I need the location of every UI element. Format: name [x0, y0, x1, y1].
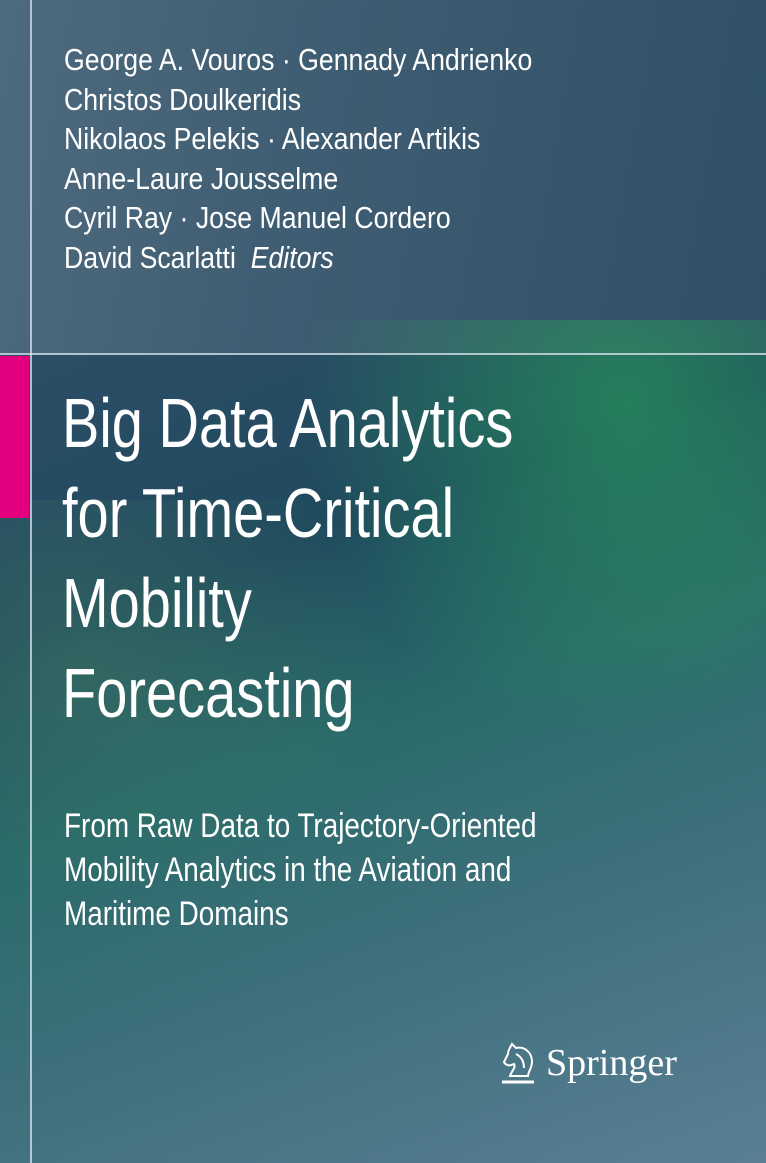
background-glow: [0, 500, 400, 900]
editor-line: Cyril Ray · Jose Manuel Cordero: [64, 200, 451, 235]
subtitle-line: Mobility Analytics in the Aviation and: [64, 851, 512, 889]
background-glow: [300, 320, 766, 740]
vertical-divider: [30, 0, 32, 1163]
editor-line: Christos Doulkeridis: [64, 81, 302, 117]
editor-name: David Scarlatti: [64, 239, 236, 275]
editor-line: Nikolaos Pelekis · Alexander Artikis: [64, 121, 481, 156]
book-subtitle: From Raw Data to Trajectory-Oriented Mob…: [64, 804, 537, 936]
subtitle-line: From Raw Data to Trajectory-Oriented: [64, 807, 537, 845]
knight-horse-icon: [502, 1042, 534, 1084]
title-line: for Time-Critical: [62, 474, 455, 552]
publisher-logo: Springer: [498, 1040, 677, 1086]
book-title: Big Data Analytics for Time-Critical Mob…: [62, 378, 513, 738]
editor-line: George A. Vouros · Gennady Andrienko: [64, 42, 533, 77]
title-line: Forecasting: [62, 654, 355, 732]
publisher-name: Springer: [546, 1042, 677, 1084]
horizontal-divider: [0, 353, 766, 355]
author-panel-background: [0, 0, 766, 354]
editor-line: David Scarlatti Editors: [64, 238, 532, 278]
title-line: Big Data Analytics: [62, 384, 514, 462]
editors-list: George A. Vouros · Gennady Andrienko Chr…: [64, 40, 532, 277]
editor-line: Anne-Laure Jousselme: [64, 160, 339, 196]
title-line: Mobility: [62, 564, 252, 642]
editors-role: Editors: [250, 239, 334, 275]
accent-block: [0, 356, 29, 518]
subtitle-line: Maritime Domains: [64, 895, 289, 933]
